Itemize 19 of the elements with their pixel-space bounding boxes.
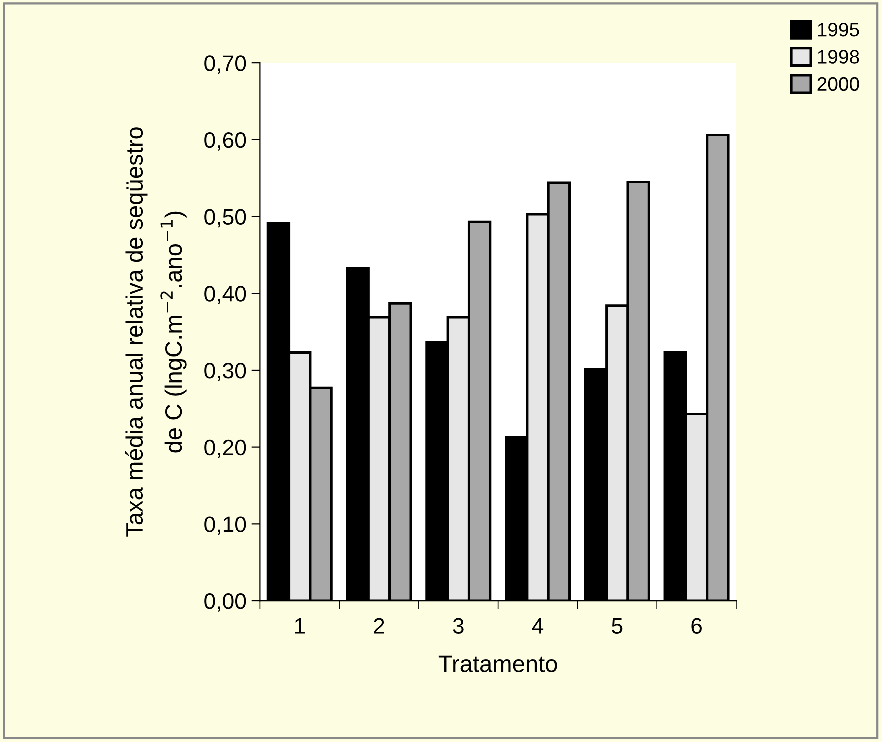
x-tick-label: 4	[532, 618, 544, 634]
y-tick-label: 0,00	[204, 594, 246, 612]
y-tick-label: 0,40	[204, 286, 246, 305]
y-tick-label: 0,70	[204, 56, 246, 74]
y-tick-label: 0,20	[204, 440, 246, 458]
y-tick-label: 0,50	[204, 209, 246, 228]
y-tick-label: 0,10	[204, 516, 246, 536]
legend-label: 1995	[818, 22, 860, 37]
y-axis-title: Taxa média anual relativa de seqüestro de C (lngC.m$^{−2}$.ano$^{−1}$)	[125, 128, 187, 537]
x-tick-label: 6	[692, 618, 702, 634]
x-tick-label: 1	[295, 618, 305, 634]
x-axis-title: Tratamento	[438, 656, 558, 672]
legend-label: 1998	[818, 50, 860, 64]
x-tick-label: 5	[612, 618, 623, 634]
x-tick-label: 3	[453, 618, 464, 634]
y-tick-label: 0,30	[204, 363, 246, 382]
x-tick-label: 2	[374, 618, 384, 634]
legend-label: 2000	[818, 77, 860, 92]
y-tick-label: 0,60	[204, 132, 246, 151]
